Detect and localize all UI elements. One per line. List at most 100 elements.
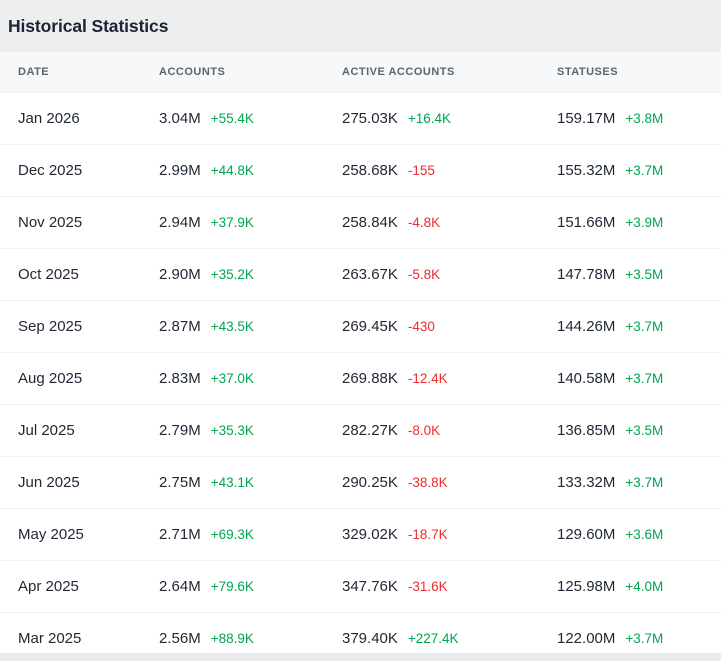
statuses-delta: +3.8M: [625, 111, 664, 126]
active-accounts-value: 329.02K: [342, 526, 398, 543]
statuses-value: 147.78M: [557, 266, 616, 283]
active-accounts-cell: 269.45K -430: [342, 318, 557, 335]
accounts-delta: +69.3K: [210, 527, 254, 542]
accounts-value: 2.94M: [159, 214, 201, 231]
statuses-delta: +3.7M: [625, 371, 664, 386]
active-accounts-value: 258.84K: [342, 214, 398, 231]
date-cell: Sep 2025: [18, 318, 83, 335]
accounts-cell: 2.90M +35.2K: [159, 266, 342, 283]
table-row: Sep 2025 2.87M +43.5K 269.45K -430 144.2…: [0, 301, 721, 353]
column-header-statuses: Statuses: [557, 66, 619, 78]
accounts-delta: +79.6K: [210, 579, 254, 594]
table-row: Nov 2025 2.94M +37.9K 258.84K -4.8K 151.…: [0, 197, 721, 249]
active-accounts-value: 282.27K: [342, 422, 398, 439]
table-row: Aug 2025 2.83M +37.0K 269.88K -12.4K 140…: [0, 353, 721, 405]
active-accounts-value: 269.88K: [342, 370, 398, 387]
statuses-cell: 144.26M +3.7M: [557, 318, 721, 335]
statuses-cell: 147.78M +3.5M: [557, 266, 721, 283]
date-cell: Dec 2025: [18, 162, 83, 179]
accounts-cell: 2.83M +37.0K: [159, 370, 342, 387]
statuses-delta: +3.5M: [625, 423, 664, 438]
accounts-delta: +44.8K: [210, 163, 254, 178]
statuses-delta: +3.5M: [625, 267, 664, 282]
statuses-value: 129.60M: [557, 526, 616, 543]
active-accounts-delta: +16.4K: [407, 111, 452, 126]
column-header-date: Date: [18, 66, 50, 78]
active-accounts-delta: -18.7K: [407, 527, 448, 542]
active-accounts-cell: 329.02K -18.7K: [342, 526, 557, 543]
accounts-value: 2.87M: [159, 318, 201, 335]
accounts-value: 3.04M: [159, 110, 201, 127]
active-accounts-value: 269.45K: [342, 318, 398, 335]
active-accounts-delta: -5.8K: [407, 267, 441, 282]
date-cell: Oct 2025: [18, 266, 79, 283]
accounts-cell: 2.79M +35.3K: [159, 422, 342, 439]
accounts-delta: +43.1K: [210, 475, 254, 490]
table-row: Oct 2025 2.90M +35.2K 263.67K -5.8K 147.…: [0, 249, 721, 301]
statuses-delta: +3.7M: [625, 319, 664, 334]
table-row: Dec 2025 2.99M +44.8K 258.68K -155 155.3…: [0, 145, 721, 197]
active-accounts-cell: 290.25K -38.8K: [342, 474, 557, 491]
date-cell: Nov 2025: [18, 214, 83, 231]
accounts-value: 2.56M: [159, 630, 201, 647]
date-cell: Aug 2025: [18, 370, 83, 387]
accounts-value: 2.64M: [159, 578, 201, 595]
accounts-cell: 2.56M +88.9K: [159, 630, 342, 647]
active-accounts-cell: 258.68K -155: [342, 162, 557, 179]
table-header-row: Date Accounts Active Accounts Statuses: [0, 52, 721, 93]
statuses-delta: +3.7M: [625, 163, 664, 178]
active-accounts-cell: 269.88K -12.4K: [342, 370, 557, 387]
table-body: Jan 2026 3.04M +55.4K 275.03K +16.4K 159…: [0, 93, 721, 653]
accounts-delta: +88.9K: [210, 631, 254, 646]
statuses-value: 151.66M: [557, 214, 616, 231]
table-row: Jul 2025 2.79M +35.3K 282.27K -8.0K 136.…: [0, 405, 721, 457]
statuses-delta: +4.0M: [625, 579, 664, 594]
active-accounts-delta: -31.6K: [407, 579, 448, 594]
active-accounts-cell: 263.67K -5.8K: [342, 266, 557, 283]
date-cell: Apr 2025: [18, 578, 79, 595]
statuses-delta: +3.9M: [625, 215, 664, 230]
accounts-delta: +43.5K: [210, 319, 254, 334]
statuses-cell: 129.60M +3.6M: [557, 526, 721, 543]
statuses-delta: +3.7M: [625, 475, 664, 490]
active-accounts-cell: 379.40K +227.4K: [342, 630, 557, 647]
active-accounts-cell: 282.27K -8.0K: [342, 422, 557, 439]
date-cell: Jan 2026: [18, 110, 80, 127]
table-row: Jan 2026 3.04M +55.4K 275.03K +16.4K 159…: [0, 93, 721, 145]
date-cell: Mar 2025: [18, 630, 82, 647]
statuses-cell: 151.66M +3.9M: [557, 214, 721, 231]
accounts-cell: 2.94M +37.9K: [159, 214, 342, 231]
active-accounts-value: 347.76K: [342, 578, 398, 595]
table-row: May 2025 2.71M +69.3K 329.02K -18.7K 129…: [0, 509, 721, 561]
statuses-value: 133.32M: [557, 474, 616, 491]
statuses-value: 144.26M: [557, 318, 616, 335]
active-accounts-cell: 275.03K +16.4K: [342, 110, 557, 127]
table-row: Apr 2025 2.64M +79.6K 347.76K -31.6K 125…: [0, 561, 721, 613]
panel-title-bar: Historical Statistics: [0, 0, 721, 52]
date-cell: Jun 2025: [18, 474, 80, 491]
accounts-cell: 2.99M +44.8K: [159, 162, 342, 179]
active-accounts-value: 263.67K: [342, 266, 398, 283]
active-accounts-value: 275.03K: [342, 110, 398, 127]
active-accounts-delta: -8.0K: [407, 423, 441, 438]
active-accounts-delta: -12.4K: [407, 371, 448, 386]
statuses-delta: +3.6M: [625, 527, 664, 542]
statuses-cell: 155.32M +3.7M: [557, 162, 721, 179]
accounts-delta: +35.3K: [210, 423, 254, 438]
active-accounts-delta: -4.8K: [407, 215, 441, 230]
accounts-value: 2.79M: [159, 422, 201, 439]
statuses-delta: +3.7M: [625, 631, 664, 646]
accounts-value: 2.99M: [159, 162, 201, 179]
active-accounts-value: 290.25K: [342, 474, 398, 491]
accounts-delta: +37.9K: [210, 215, 254, 230]
accounts-delta: +35.2K: [210, 267, 254, 282]
panel-title: Historical Statistics: [8, 15, 169, 36]
accounts-delta: +55.4K: [210, 111, 254, 126]
date-cell: May 2025: [18, 526, 84, 543]
table-row: Mar 2025 2.56M +88.9K 379.40K +227.4K 12…: [0, 613, 721, 653]
active-accounts-value: 379.40K: [342, 630, 398, 647]
statuses-cell: 122.00M +3.7M: [557, 630, 721, 647]
accounts-cell: 3.04M +55.4K: [159, 110, 342, 127]
date-cell: Jul 2025: [18, 422, 75, 439]
